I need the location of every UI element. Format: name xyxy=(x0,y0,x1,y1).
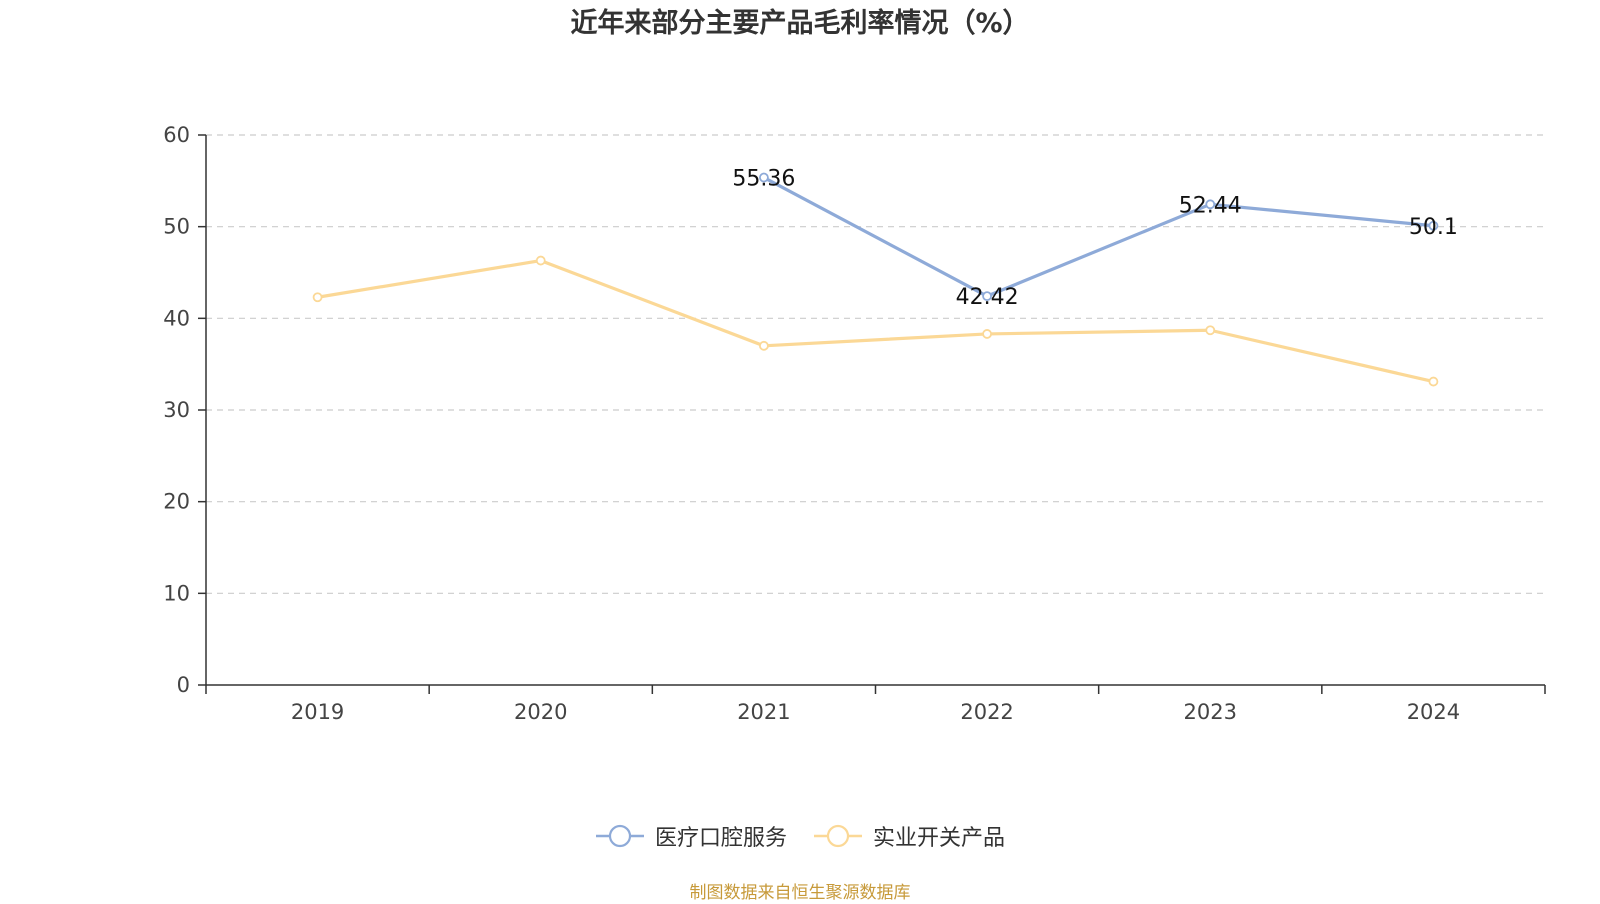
legend-marker-icon xyxy=(814,824,862,848)
series-line xyxy=(317,258,1434,384)
source-note: 制图数据来自恒生聚源数据库 xyxy=(689,883,911,903)
x-tick-label: 2024 xyxy=(1407,700,1460,724)
data-point[interactable] xyxy=(312,292,323,303)
series-lines xyxy=(312,172,1439,387)
legend-label: 医疗口腔服务 xyxy=(654,826,787,851)
data-labels: 55.36 42.42 52.44 50.1 xyxy=(732,167,1457,311)
y-tick-label: 20 xyxy=(163,490,190,514)
y-tick-label: 60 xyxy=(163,123,190,147)
x-tick-label: 2022 xyxy=(960,700,1013,724)
y-tick-label: 0 xyxy=(177,673,190,697)
data-label: 55.36 xyxy=(732,167,795,192)
series-line xyxy=(763,176,1434,298)
data-label: 50.1 xyxy=(1409,215,1458,240)
y-tick-label: 10 xyxy=(163,581,190,605)
data-point[interactable] xyxy=(759,172,769,183)
x-tick-label: 2019 xyxy=(291,700,344,724)
x-tick-label: 2020 xyxy=(514,700,567,724)
chart-title: 近年来部分主要产品毛利率情况（%） xyxy=(570,8,1030,39)
axes: 0 10 20 30 40 50 60 2019 2020 2021 2022 2023 2024 xyxy=(163,123,1546,724)
x-tick-label: 2023 xyxy=(1184,700,1237,724)
x-tick-label: 2021 xyxy=(737,700,790,724)
data-point[interactable] xyxy=(1428,376,1439,387)
y-tick-label: 40 xyxy=(163,306,190,330)
legend-item[interactable]: 医疗口腔服务 xyxy=(595,820,787,852)
data-point[interactable] xyxy=(1205,325,1216,336)
legend-marker-icon xyxy=(595,824,644,848)
data-point[interactable] xyxy=(1205,199,1216,210)
legend: 医疗口腔服务 实业开关产品 xyxy=(0,820,1600,852)
data-point[interactable] xyxy=(982,291,992,302)
data-point[interactable] xyxy=(1428,220,1439,231)
data-label: 52.44 xyxy=(1179,193,1242,218)
legend-label: 实业开关产品 xyxy=(873,826,1006,851)
y-tick-label: 30 xyxy=(163,398,190,422)
grid-lines xyxy=(206,134,1545,594)
data-point[interactable] xyxy=(535,255,546,266)
data-point[interactable] xyxy=(759,340,769,351)
data-label: 42.42 xyxy=(956,285,1019,310)
y-tick-label: 50 xyxy=(163,215,190,239)
data-point[interactable] xyxy=(982,329,992,339)
legend-item[interactable]: 实业开关产品 xyxy=(813,820,1005,852)
